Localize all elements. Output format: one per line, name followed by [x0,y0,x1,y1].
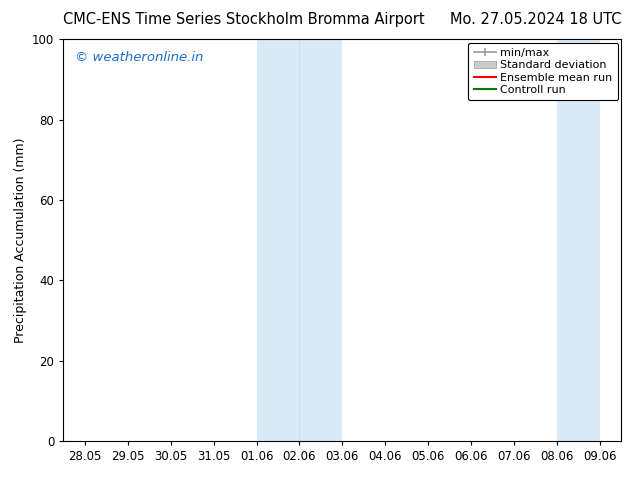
Legend: min/max, Standard deviation, Ensemble mean run, Controll run: min/max, Standard deviation, Ensemble me… [468,43,618,100]
Bar [257,39,342,441]
Bar [557,39,600,441]
Text: Mo. 27.05.2024 18 UTC: Mo. 27.05.2024 18 UTC [450,12,621,27]
Text: CMC-ENS Time Series Stockholm Bromma Airport: CMC-ENS Time Series Stockholm Bromma Air… [63,12,425,27]
Text: © weatheronline.in: © weatheronline.in [75,51,203,64]
Y-axis label: Precipitation Accumulation (mm): Precipitation Accumulation (mm) [13,137,27,343]
